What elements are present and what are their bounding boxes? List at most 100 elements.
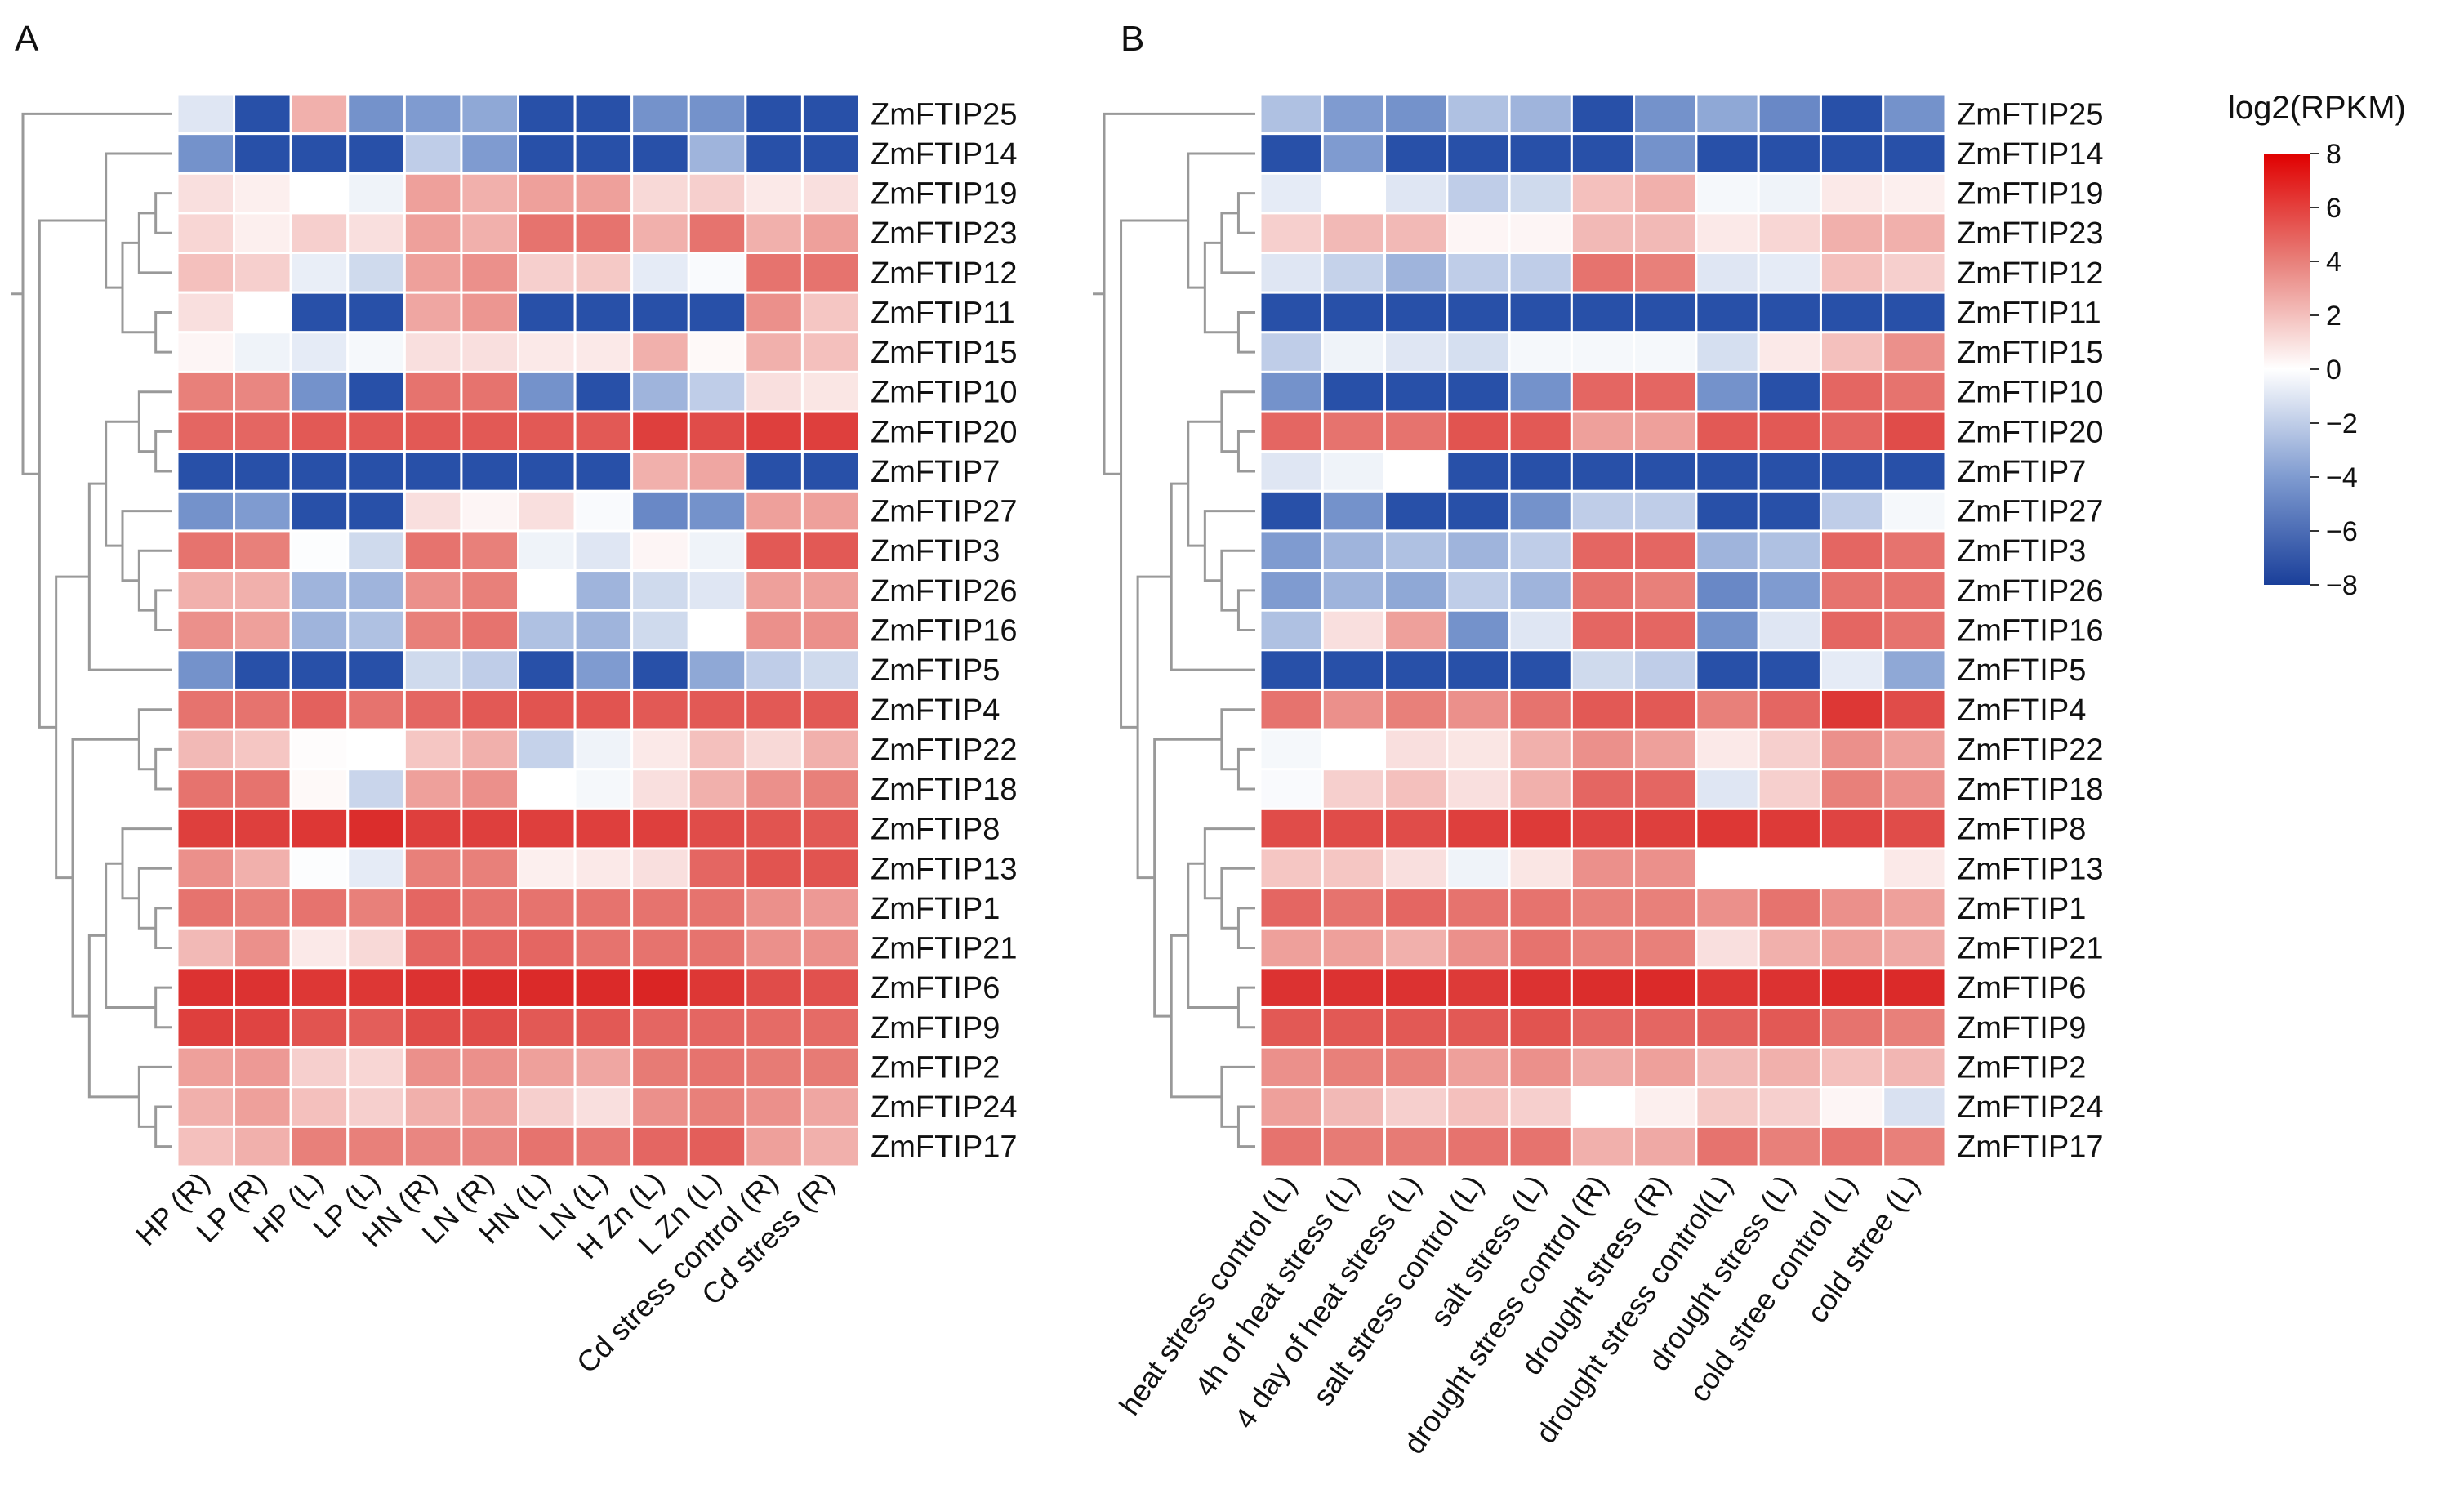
row-label: ZmFTIP19 <box>1957 177 2103 212</box>
heatmap-cell <box>289 768 350 810</box>
heatmap-cell <box>1757 1086 1822 1128</box>
heatmap-cell <box>517 132 577 175</box>
heatmap-cell <box>1633 966 1698 1009</box>
heatmap-cell <box>630 529 690 573</box>
heatmap-cell <box>744 887 804 930</box>
heatmap-cell <box>460 291 520 334</box>
heatmap-cell <box>800 728 861 771</box>
heatmap-cell <box>346 529 406 573</box>
heatmap-cell <box>800 450 861 493</box>
row-label: ZmFTIP10 <box>871 376 1017 410</box>
heatmap-cell <box>346 132 406 175</box>
heatmap-cell <box>1321 609 1387 652</box>
heatmap-cell <box>687 688 747 731</box>
heatmap-cell <box>1695 609 1760 652</box>
heatmap-cell <box>573 847 634 890</box>
heatmap-cell <box>573 1046 634 1089</box>
heatmap-cell <box>517 172 577 215</box>
heatmap-cell <box>1633 489 1698 533</box>
row-label: ZmFTIP1 <box>871 892 1000 926</box>
heatmap-cell <box>517 649 577 691</box>
heatmap-cell <box>1508 529 1573 573</box>
heatmap-cell <box>233 807 292 850</box>
heatmap-cell <box>346 92 406 136</box>
heatmap-cell <box>630 370 690 413</box>
heatmap-cell <box>176 331 236 373</box>
heatmap-cell <box>1321 926 1387 970</box>
heatmap-a: ZmFTIP25 ZmFTIP14 ZmFTIP19 ZmFTIP23 ZmFTIP12… <box>11 92 1017 1380</box>
row-label: ZmFTIP21 <box>871 932 1017 966</box>
heatmap-cell <box>744 529 804 573</box>
dendrogram-branch <box>154 192 172 234</box>
heatmap-cell <box>1819 92 1885 136</box>
heatmap-cell <box>403 1005 463 1049</box>
heatmap-cell <box>1259 410 1324 453</box>
heatmap-cell <box>1882 926 1947 970</box>
heatmap-cell <box>800 1046 861 1089</box>
heatmap-cell <box>289 132 350 175</box>
heatmap-cell <box>687 132 747 175</box>
heatmap-cell <box>1757 649 1822 691</box>
heatmap-cell <box>687 926 747 970</box>
heatmap-cell <box>176 728 236 771</box>
heatmap-cell <box>403 172 463 215</box>
heatmap-cell <box>687 92 747 136</box>
heatmap-cell <box>1633 450 1698 493</box>
heatmap-cell <box>1633 331 1698 373</box>
heatmap-cell <box>1383 807 1449 850</box>
heatmap-cell <box>800 1005 861 1049</box>
heatmap-cell <box>1570 450 1636 493</box>
heatmap-cell <box>233 1125 292 1168</box>
heatmap-cell <box>800 132 861 175</box>
dendrogram-branch <box>1187 420 1222 547</box>
heatmap-cell <box>1446 92 1511 136</box>
heatmap-cell <box>687 450 747 493</box>
panel-label-b: B <box>1121 19 1144 59</box>
heatmap-cell <box>687 966 747 1009</box>
heatmap-cell <box>1633 887 1698 930</box>
heatmap-cell <box>517 569 577 612</box>
heatmap-cell <box>1508 450 1573 493</box>
heatmap-cell <box>1695 768 1760 810</box>
heatmap-cell <box>1757 132 1822 175</box>
heatmap-cell <box>1570 847 1636 890</box>
heatmap-cell <box>1259 489 1324 533</box>
heatmap-cell <box>346 252 406 294</box>
heatmap-cell <box>517 1086 577 1128</box>
heatmap-cell <box>1757 1046 1822 1089</box>
heatmap-cell <box>1383 92 1449 136</box>
heatmap-cell <box>573 768 634 810</box>
heatmap-cell <box>176 649 236 691</box>
heatmap-cell <box>176 847 236 890</box>
heatmap-cell <box>1882 1046 1947 1089</box>
heatmap-cell <box>517 410 577 453</box>
heatmap-cell <box>1321 1005 1387 1049</box>
dendrogram-branch <box>1220 549 1255 612</box>
row-label: ZmFTIP3 <box>871 534 1000 568</box>
heatmap-cell <box>1259 569 1324 612</box>
heatmap-cell <box>1259 688 1324 731</box>
heatmap-cell <box>1259 252 1324 294</box>
heatmap-cell <box>233 768 292 810</box>
heatmap-cell <box>346 807 406 850</box>
dendrogram-branch <box>1203 827 1255 900</box>
heatmap-cell <box>687 1005 747 1049</box>
heatmap-cell <box>1446 370 1511 413</box>
row-label: ZmFTIP9 <box>871 1011 1000 1046</box>
heatmap-cell <box>1695 410 1760 453</box>
heatmap-cell <box>289 807 350 850</box>
heatmap-cell <box>687 728 747 771</box>
heatmap-cell <box>346 609 406 652</box>
row-label: ZmFTIP3 <box>1957 534 2086 568</box>
heatmap-cell <box>1259 768 1324 810</box>
heatmap-cell <box>517 728 577 771</box>
heatmap-cell <box>1633 291 1698 334</box>
heatmap-cell <box>1259 728 1324 771</box>
row-label: ZmFTIP24 <box>1957 1090 2103 1125</box>
heatmap-cell <box>289 1005 350 1049</box>
heatmap-cell <box>1570 926 1636 970</box>
heatmap-cell <box>517 370 577 413</box>
heatmap-cell <box>1383 1005 1449 1049</box>
heatmap-cell <box>233 1005 292 1049</box>
heatmap-cell <box>1695 489 1760 533</box>
